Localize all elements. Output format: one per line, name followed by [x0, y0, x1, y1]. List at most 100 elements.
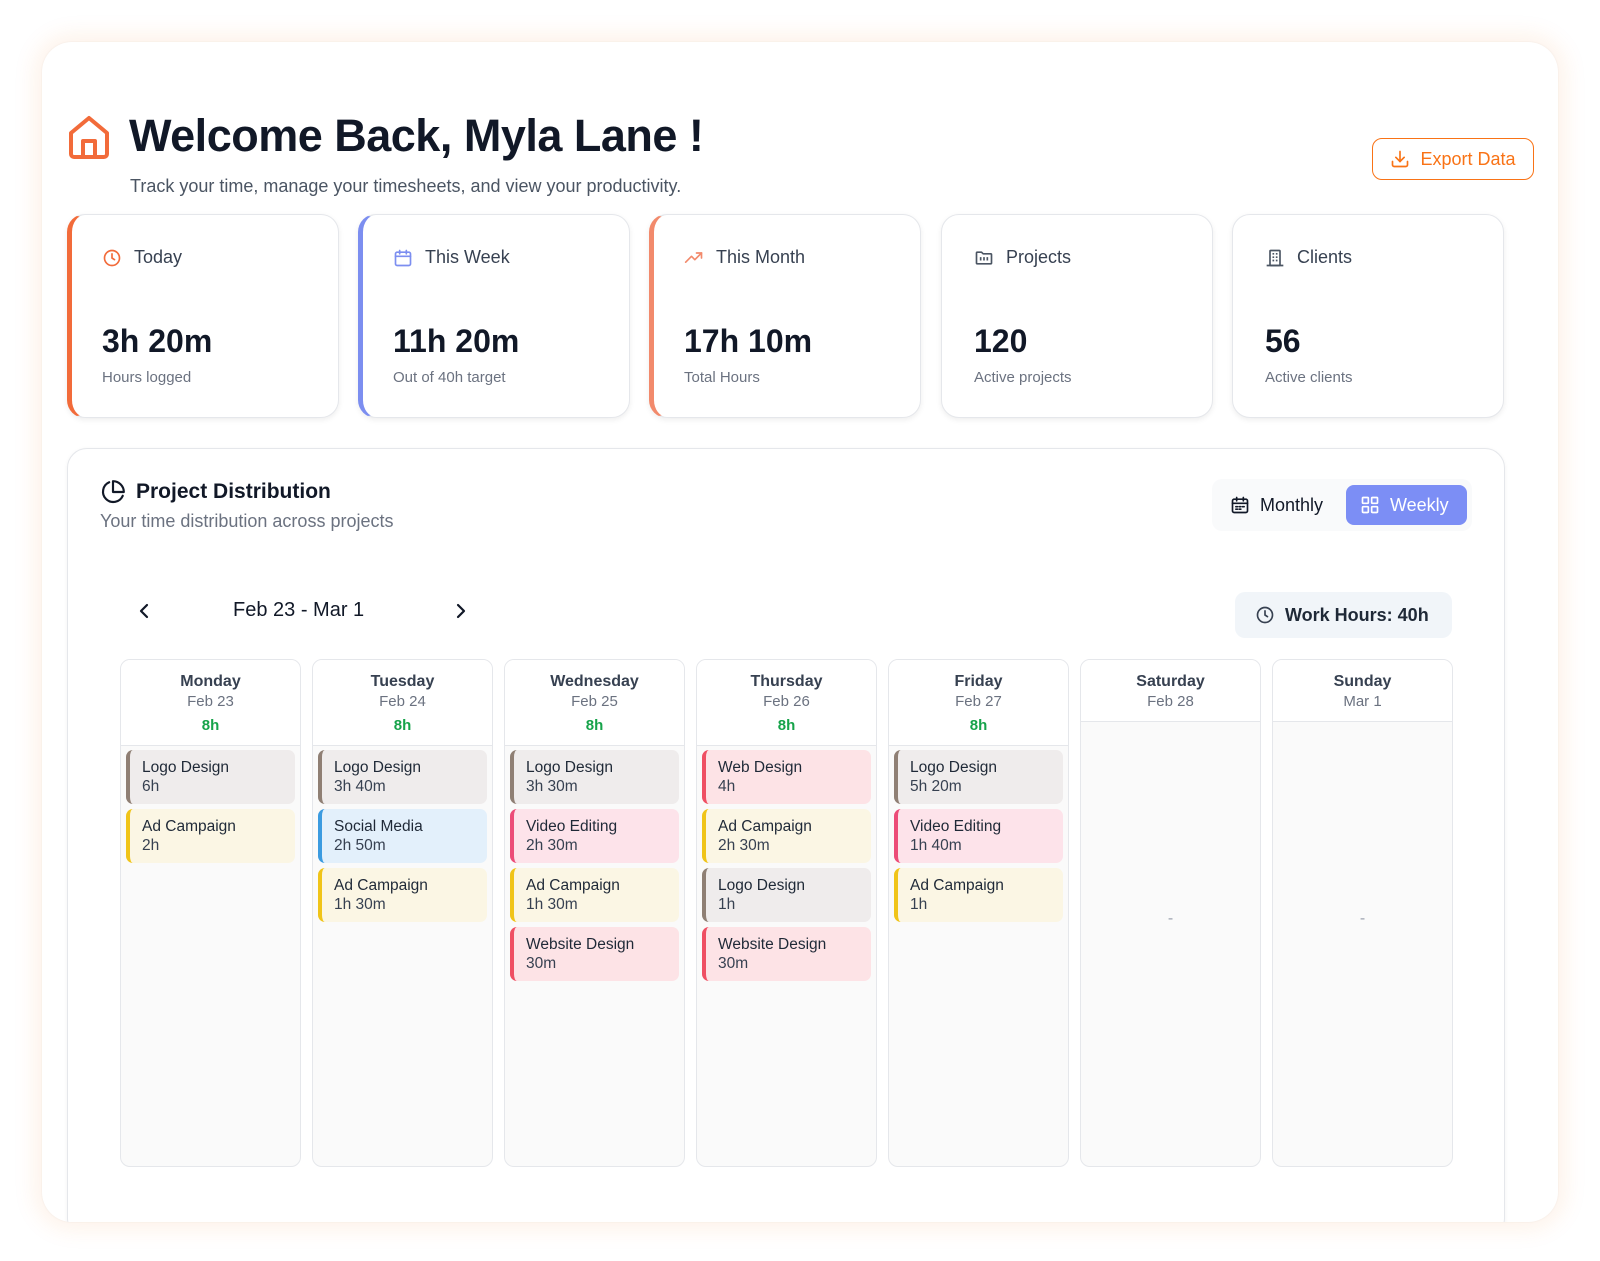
weekly-toggle-button[interactable]: Weekly — [1346, 485, 1467, 525]
day-total-hours: 8h — [393, 717, 412, 734]
empty-day-placeholder: - — [1359, 910, 1366, 927]
entry-project: Logo Design — [142, 759, 230, 776]
day-column-friday: Friday Feb 27 8h Logo Design 5h 20m Vide… — [888, 659, 1069, 1167]
stat-card-header: Projects — [974, 247, 1071, 268]
entry-project: Social Media — [334, 818, 423, 835]
entry-list: Logo Design 3h 40m Social Media 2h 50m A… — [313, 746, 492, 922]
day-date: Mar 1 — [1343, 693, 1382, 710]
entry-project: Video Editing — [910, 818, 1002, 835]
entry-duration: 6h — [142, 778, 160, 795]
stat-value: 17h 10m — [684, 323, 813, 359]
day-name: Wednesday — [550, 673, 639, 690]
time-entry[interactable]: Logo Design 3h 40m — [318, 750, 487, 804]
entry-project: Ad Campaign — [142, 818, 236, 835]
day-column-wednesday: Wednesday Feb 25 8h Logo Design 3h 30m V… — [504, 659, 685, 1167]
panel-title: Project Distribution — [136, 480, 331, 503]
day-total-hours: 8h — [969, 717, 988, 734]
day-column-thursday: Thursday Feb 26 8h Web Design 4h Ad Camp… — [696, 659, 877, 1167]
clock-icon — [103, 249, 121, 266]
stat-value: 120 — [974, 323, 1028, 359]
entry-duration: 4h — [718, 778, 736, 795]
time-entry[interactable]: Logo Design 3h 30m — [510, 750, 679, 804]
time-entry[interactable]: Ad Campaign 2h 30m — [702, 809, 871, 863]
entry-duration: 3h 30m — [526, 778, 578, 795]
building-icon — [1266, 249, 1284, 266]
stat-card-header: This Month — [684, 247, 805, 268]
pie-chart-icon — [102, 480, 125, 503]
entry-project: Ad Campaign — [910, 877, 1004, 894]
panel-header: Project Distribution — [100, 479, 331, 505]
stat-label: Projects — [1006, 247, 1072, 267]
day-column-sunday: Sunday Mar 1 - — [1272, 659, 1453, 1167]
download-icon — [1392, 150, 1409, 168]
week-range-label: Feb 23 - Mar 1 — [233, 599, 365, 621]
clock-icon — [1256, 606, 1274, 624]
entry-duration: 2h 30m — [526, 837, 578, 854]
day-column-tuesday: Tuesday Feb 24 8h Logo Design 3h 40m Soc… — [312, 659, 493, 1167]
day-column-monday: Monday Feb 23 8h Logo Design 6h Ad Campa… — [120, 659, 301, 1167]
time-entry[interactable]: Logo Design 1h — [702, 868, 871, 922]
entry-project: Ad Campaign — [718, 818, 812, 835]
day-header: Tuesday Feb 24 8h — [313, 660, 492, 746]
day-name: Friday — [954, 673, 1003, 690]
stat-value: 3h 20m — [102, 323, 213, 359]
stat-label: This Week — [425, 247, 510, 267]
entry-duration: 5h 20m — [910, 778, 962, 795]
day-column-saturday: Saturday Feb 28 - — [1080, 659, 1261, 1167]
entry-project: Website Design — [718, 936, 827, 953]
day-date: Feb 26 — [763, 693, 810, 710]
entry-duration: 30m — [526, 955, 557, 972]
entry-project: Video Editing — [526, 818, 618, 835]
time-entry[interactable]: Video Editing 2h 30m — [510, 809, 679, 863]
time-entry[interactable]: Ad Campaign 1h 30m — [510, 868, 679, 922]
entry-list: Logo Design 5h 20m Video Editing 1h 40m … — [889, 746, 1068, 922]
day-name: Tuesday — [370, 673, 435, 690]
stat-caption: Out of 40h target — [393, 369, 506, 386]
home-icon — [69, 116, 109, 159]
time-entry[interactable]: Website Design 30m — [510, 927, 679, 981]
project-distribution-panel: Project Distribution Your time distribut… — [67, 448, 1505, 1222]
entry-project: Logo Design — [334, 759, 422, 776]
stat-card-clients: Clients 56 Active clients — [1232, 214, 1504, 418]
time-entry[interactable]: Logo Design 6h — [126, 750, 295, 804]
time-entry[interactable]: Ad Campaign 1h — [894, 868, 1063, 922]
entry-project: Website Design — [526, 936, 635, 953]
monthly-label: Monthly — [1260, 494, 1324, 515]
day-name: Saturday — [1136, 673, 1205, 690]
entry-project: Logo Design — [526, 759, 614, 776]
day-header: Saturday Feb 28 — [1081, 660, 1260, 722]
stat-value: 11h 20m — [393, 323, 520, 359]
previous-week-button[interactable] — [132, 599, 156, 623]
stat-card-today: Today 3h 20m Hours logged — [67, 214, 339, 418]
time-entry[interactable]: Social Media 2h 50m — [318, 809, 487, 863]
day-name: Monday — [180, 673, 241, 690]
entry-project: Ad Campaign — [334, 877, 428, 894]
time-entry[interactable]: Website Design 30m — [702, 927, 871, 981]
stat-caption: Total Hours — [684, 369, 760, 386]
next-week-button[interactable] — [449, 599, 473, 623]
time-entry[interactable]: Ad Campaign 1h 30m — [318, 868, 487, 922]
stat-card-header: Clients — [1265, 247, 1352, 268]
day-date: Feb 24 — [379, 693, 426, 710]
time-entry[interactable]: Web Design 4h — [702, 750, 871, 804]
entry-duration: 1h 40m — [910, 837, 962, 854]
export-data-label: Export Data — [1420, 148, 1516, 169]
export-data-button[interactable]: Export Data — [1372, 138, 1534, 180]
entry-duration: 1h — [910, 896, 928, 913]
day-date: Feb 27 — [955, 693, 1002, 710]
stat-card-this-week: This Week 11h 20m Out of 40h target — [358, 214, 630, 418]
monthly-toggle-button[interactable]: Monthly — [1216, 485, 1346, 525]
time-entry[interactable]: Ad Campaign 2h — [126, 809, 295, 863]
entry-duration: 2h — [142, 837, 160, 854]
stat-caption: Active clients — [1265, 369, 1353, 386]
time-entry[interactable]: Logo Design 5h 20m — [894, 750, 1063, 804]
view-toggle: Monthly Weekly — [1212, 479, 1472, 531]
page-title: Welcome Back, Myla Lane ! — [129, 110, 704, 161]
day-header: Sunday Mar 1 — [1273, 660, 1452, 722]
entry-duration: 1h — [718, 896, 736, 913]
day-name: Thursday — [750, 673, 823, 690]
calendar-icon — [1231, 496, 1249, 514]
trending-up-icon — [684, 251, 703, 263]
time-entry[interactable]: Video Editing 1h 40m — [894, 809, 1063, 863]
day-total-hours: 8h — [585, 717, 604, 734]
